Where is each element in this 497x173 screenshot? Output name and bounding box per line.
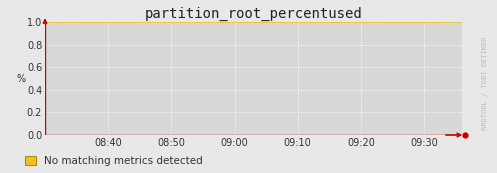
Title: partition_root_percentused: partition_root_percentused [145,7,362,21]
Text: RRDTOOL / TOBI OETIKER: RRDTOOL / TOBI OETIKER [482,36,488,130]
Legend: No matching metrics detected: No matching metrics detected [25,156,203,166]
Y-axis label: %: % [17,74,26,84]
